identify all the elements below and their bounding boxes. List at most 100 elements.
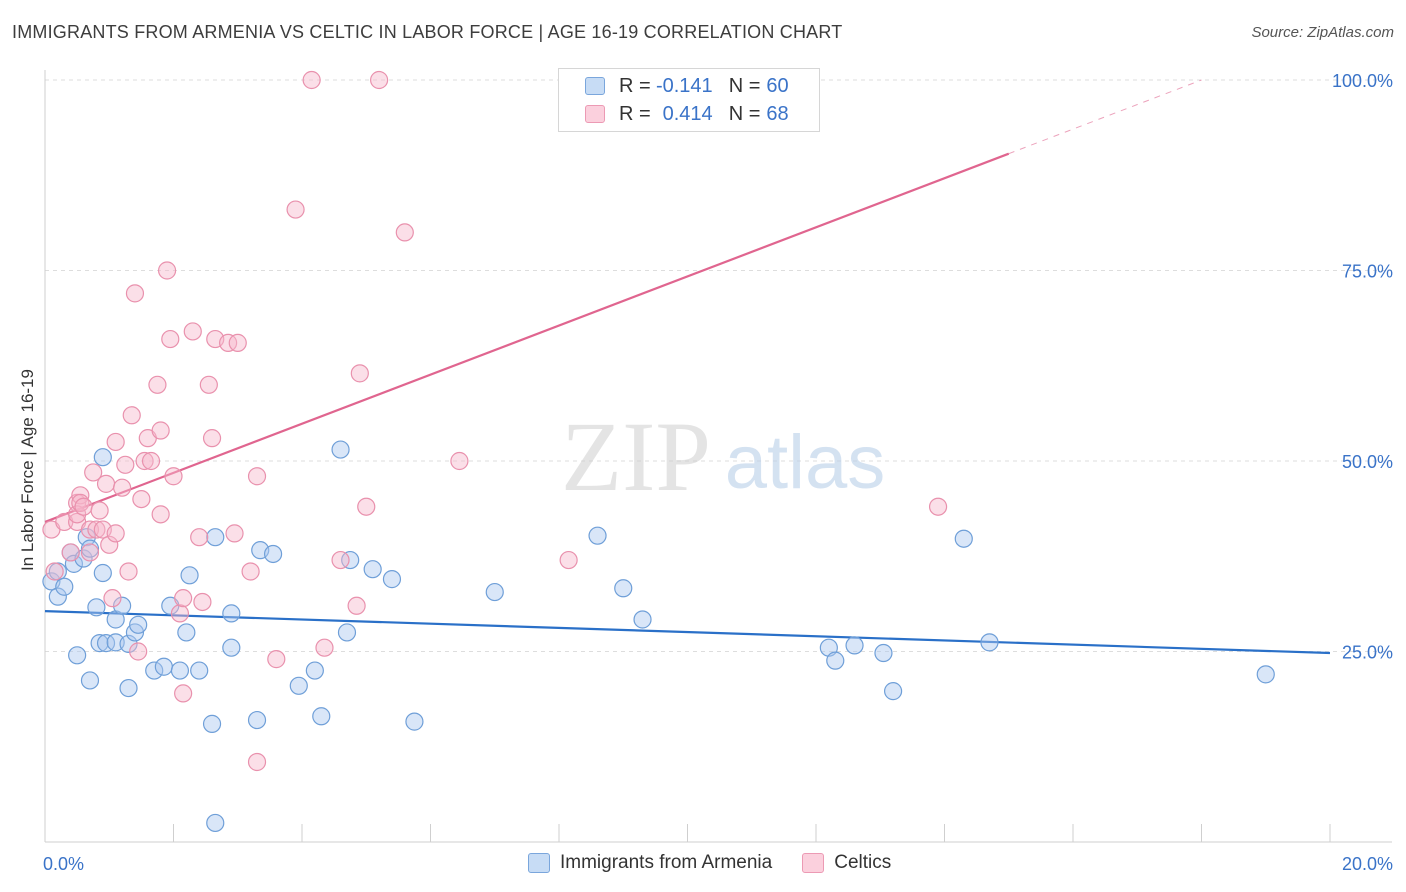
point-celtics	[267, 650, 286, 669]
x-tick-label: 20.0%	[1342, 854, 1393, 874]
legend-swatch-pink	[585, 105, 605, 123]
point-armenia	[614, 579, 633, 598]
point-celtics	[286, 200, 305, 219]
point-celtics	[228, 333, 247, 352]
point-armenia	[331, 440, 350, 459]
point-armenia	[826, 651, 845, 670]
legend-row-armenia: R = -0.141 N = 60	[585, 73, 789, 99]
legend-item-armenia: Immigrants from Armenia	[528, 852, 772, 874]
y-axis-label: In Labor Force | Age 16-19	[18, 369, 37, 571]
legend-item-celtics: Celtics	[802, 852, 891, 874]
legend-n-label: N =	[728, 74, 761, 97]
point-armenia	[112, 596, 132, 615]
point-celtics	[161, 329, 180, 349]
point-celtics	[106, 524, 125, 543]
point-celtics	[141, 451, 161, 471]
legend-label-celtics: Celtics	[834, 852, 892, 873]
point-celtics	[395, 223, 414, 242]
point-armenia	[190, 661, 209, 680]
point-armenia	[177, 623, 196, 642]
point-armenia	[405, 712, 424, 731]
point-celtics	[96, 474, 116, 493]
point-celtics	[84, 463, 103, 482]
point-armenia	[145, 661, 164, 680]
point-celtics	[190, 528, 209, 547]
point-armenia	[180, 566, 199, 585]
point-celtics	[928, 497, 948, 516]
point-celtics	[112, 478, 132, 497]
point-armenia	[954, 529, 973, 548]
point-celtics	[135, 451, 154, 471]
x-tick-label: 0.0%	[43, 854, 84, 874]
point-celtics	[450, 451, 469, 471]
point-celtics	[202, 429, 222, 448]
legend-r-label: R =	[619, 74, 651, 97]
point-celtics	[357, 497, 376, 516]
point-celtics	[80, 543, 100, 562]
point-celtics	[157, 261, 177, 280]
y-tick-label: 100.0%	[1332, 71, 1393, 91]
point-armenia	[337, 623, 357, 642]
point-armenia	[382, 570, 402, 589]
legend-n-label: N =	[728, 102, 761, 125]
point-celtics	[247, 752, 267, 772]
point-celtics	[350, 364, 369, 383]
point-armenia	[87, 598, 106, 617]
point-celtics	[116, 455, 135, 474]
point-celtics	[193, 592, 212, 612]
point-armenia	[90, 634, 109, 653]
point-armenia	[206, 528, 225, 547]
point-celtics	[151, 505, 170, 524]
point-armenia	[222, 604, 241, 623]
watermark-atlas: atlas	[725, 420, 886, 505]
data-points	[42, 70, 1275, 833]
legend-swatch-blue	[585, 77, 605, 95]
point-armenia	[845, 636, 864, 655]
trend-line-celtics	[44, 152, 1010, 523]
point-armenia	[341, 550, 360, 570]
y-tick-label: 75.0%	[1342, 262, 1393, 282]
watermark-zip: ZIP	[561, 401, 711, 512]
point-armenia	[170, 661, 190, 680]
point-celtics	[148, 375, 167, 394]
point-armenia	[363, 560, 382, 579]
point-celtics	[174, 684, 193, 703]
series-legend: Immigrants from Armenia Celtics	[528, 852, 921, 874]
point-armenia	[119, 634, 138, 653]
point-celtics	[219, 333, 238, 352]
point-celtics	[347, 596, 366, 615]
point-celtics	[132, 490, 151, 509]
point-celtics	[125, 284, 145, 303]
point-celtics	[119, 562, 138, 581]
point-armenia	[588, 526, 607, 545]
point-celtics	[370, 70, 389, 90]
point-armenia	[93, 563, 112, 583]
trend-line-celtics-dashed	[1008, 79, 1202, 155]
point-celtics	[302, 70, 321, 90]
legend-swatch-pink	[802, 853, 825, 873]
point-celtics	[68, 505, 87, 524]
point-armenia	[247, 710, 267, 730]
point-celtics	[129, 642, 148, 661]
point-celtics	[315, 638, 334, 657]
point-armenia	[1256, 665, 1275, 684]
point-celtics	[100, 535, 119, 554]
point-celtics	[61, 543, 80, 562]
point-celtics	[103, 589, 122, 608]
legend-r-label: R =	[619, 102, 651, 125]
point-celtics	[87, 520, 106, 539]
point-celtics	[71, 486, 90, 505]
point-armenia	[119, 678, 138, 698]
tick-labels: 25.0% 50.0% 75.0% 100.0% 0.0% 20.0%	[43, 71, 1393, 874]
legend-r-value: -0.141	[655, 74, 713, 97]
point-armenia	[154, 657, 173, 676]
point-armenia	[874, 643, 893, 663]
point-celtics	[164, 467, 183, 486]
trend-lines	[44, 79, 1331, 655]
point-armenia	[80, 671, 100, 690]
correlation-legend: R = -0.141 N = 60 R = 0.414 N = 68	[558, 68, 820, 132]
point-armenia	[485, 582, 504, 602]
point-celtics	[247, 467, 267, 486]
point-armenia	[263, 544, 283, 564]
